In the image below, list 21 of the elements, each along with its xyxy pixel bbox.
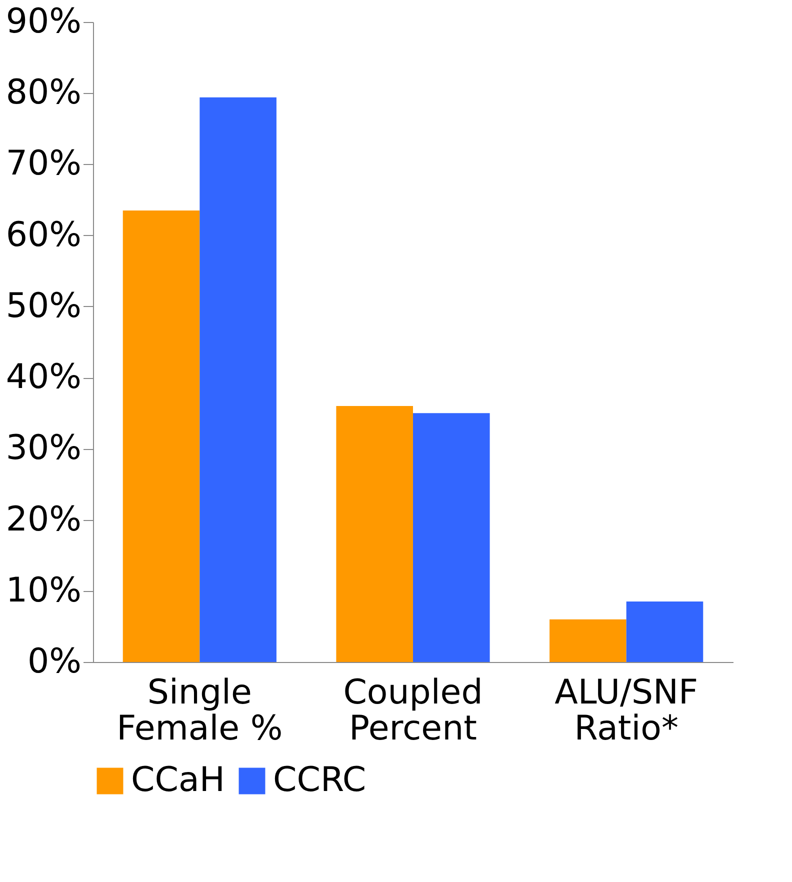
bar — [336, 406, 413, 662]
x-tick-label: ALU/SNF Ratio* — [554, 672, 698, 748]
y-tick-label: 40% — [6, 357, 82, 398]
legend-label: CCaH — [131, 760, 225, 800]
y-tick-label: 20% — [6, 499, 82, 540]
bar — [122, 210, 200, 662]
y-tick-label: 80% — [6, 72, 82, 113]
y-tick-label: 10% — [6, 570, 82, 610]
x-tick-label: Single Female % — [116, 672, 283, 748]
y-tick-label: 90% — [6, 2, 82, 42]
x-tick-label: Coupled Percent — [343, 672, 483, 748]
y-tick-label: 60% — [6, 214, 82, 255]
legend-label: CCRC — [273, 760, 366, 800]
y-tick-label: 70% — [6, 144, 82, 184]
y-tick-label: 50% — [6, 286, 82, 326]
bar — [550, 619, 626, 662]
bar — [626, 602, 704, 662]
y-tick-label: 0% — [28, 642, 82, 682]
bar — [200, 97, 276, 662]
y-tick-label: 30% — [6, 428, 82, 468]
bar — [413, 413, 490, 662]
